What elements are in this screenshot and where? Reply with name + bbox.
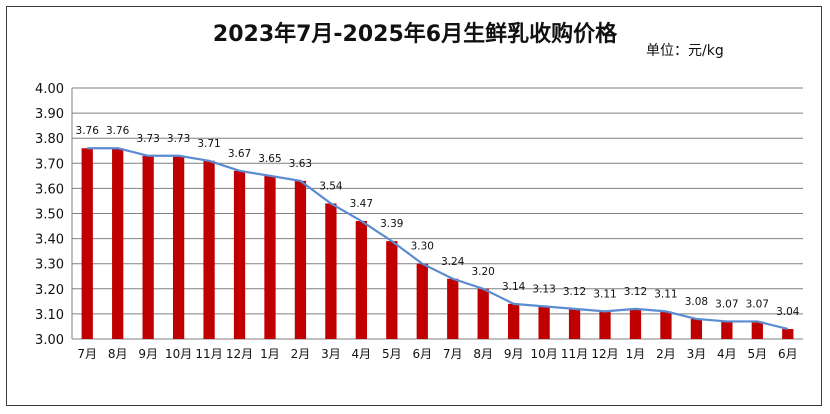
data-label: 3.07 — [715, 298, 738, 310]
x-tick-label: 6月 — [412, 347, 432, 361]
data-label: 3.73 — [167, 133, 190, 145]
x-tick-label: 5月 — [747, 347, 767, 361]
x-tick-label: 7月 — [77, 347, 97, 361]
bar — [721, 321, 733, 339]
y-tick-label: 3.10 — [35, 308, 64, 323]
data-label: 3.11 — [654, 288, 677, 300]
data-label: 3.04 — [776, 306, 800, 318]
bar — [751, 321, 763, 339]
bar — [325, 203, 337, 339]
y-tick-label: 3.30 — [35, 258, 64, 273]
data-label: 3.54 — [319, 180, 343, 192]
data-label: 3.14 — [502, 281, 526, 293]
x-tick-label: 2月 — [656, 347, 676, 361]
y-tick-label: 3.50 — [35, 208, 64, 223]
x-tick-label: 9月 — [504, 347, 524, 361]
bar — [142, 155, 154, 339]
y-axis: 3.00 3.10 3.20 3.30 3.40 3.50 3.60 3.70 3.80 3.90… — [35, 82, 64, 348]
data-label: 3.76 — [106, 125, 130, 137]
x-tick-label: 10月 — [165, 347, 192, 361]
bar — [629, 308, 642, 339]
x-tick-label: 12月 — [226, 347, 253, 361]
bar — [660, 311, 672, 339]
bar — [294, 180, 307, 339]
data-label: 3.67 — [228, 148, 251, 160]
x-tick-label: 8月 — [108, 347, 128, 361]
x-tick-label: 4月 — [352, 347, 372, 361]
bar — [264, 175, 276, 339]
bar — [386, 241, 398, 339]
data-label: 3.24 — [441, 256, 465, 268]
y-tick-label: 4.00 — [35, 82, 64, 97]
y-tick-label: 3.20 — [35, 283, 64, 298]
x-tick-label: 2月 — [291, 347, 311, 361]
data-label: 3.07 — [746, 298, 769, 310]
x-tick-label: 8月 — [473, 347, 493, 361]
bar — [782, 328, 794, 339]
data-label: 3.12 — [563, 286, 586, 298]
chart-title: 2023年7月-2025年6月生鲜乳收购价格 — [212, 22, 618, 47]
bar — [568, 308, 581, 339]
y-tick-label: 3.90 — [35, 107, 64, 122]
x-tick-label: 10月 — [530, 347, 557, 361]
data-label: 3.65 — [258, 153, 281, 165]
data-label: 3.76 — [76, 125, 100, 137]
trend-line-path — [87, 147, 789, 331]
bars — [81, 148, 794, 339]
x-tick-label: 6月 — [778, 347, 798, 361]
x-tick-label: 9月 — [138, 347, 158, 361]
y-tick-label: 3.60 — [35, 182, 64, 197]
x-tick-label: 1月 — [626, 347, 646, 361]
bar — [538, 306, 550, 339]
bar — [599, 311, 611, 339]
data-label: 3.30 — [411, 241, 434, 253]
bar — [233, 170, 246, 339]
x-tick-label: 3月 — [321, 347, 341, 361]
bar — [477, 288, 489, 339]
bar — [508, 303, 520, 339]
y-tick-label: 3.00 — [35, 333, 64, 348]
bar — [447, 278, 459, 339]
data-label: 3.39 — [380, 218, 403, 230]
bar — [81, 148, 93, 339]
x-tick-label: 12月 — [591, 347, 618, 361]
x-tick-label: 11月 — [561, 347, 588, 361]
data-label: 3.12 — [624, 286, 647, 298]
x-tick-label: 5月 — [382, 347, 402, 361]
data-label: 3.63 — [289, 158, 312, 170]
y-tick-label: 3.40 — [35, 233, 64, 248]
y-tick-label: 3.80 — [35, 132, 64, 147]
x-tick-label: 1月 — [260, 347, 280, 361]
y-tick-label: 3.70 — [35, 157, 64, 172]
bar — [203, 160, 215, 339]
gridlines — [71, 87, 803, 340]
x-tick-label: 7月 — [443, 347, 463, 361]
data-label: 3.73 — [136, 133, 159, 145]
trend-line — [87, 147, 789, 331]
data-label: 3.11 — [593, 288, 616, 300]
data-labels: 3.76 3.76 3.73 3.73 3.71 3.67 3.65 3.63 3.54 3.47… — [76, 125, 800, 318]
bar — [690, 318, 703, 339]
data-label: 3.20 — [471, 266, 494, 278]
x-tick-label: 11月 — [195, 347, 222, 361]
bar — [416, 263, 428, 339]
x-axis: 7月 8月 9月 10月 11月 12月 1月 2月 3月 4月 5月 6月 7月 8月 9月 10月 11月 1… — [77, 347, 797, 361]
data-label: 3.13 — [532, 283, 555, 295]
bar — [112, 148, 124, 339]
data-label: 3.71 — [197, 138, 220, 150]
unit-label: 单位：元/kg — [646, 43, 724, 59]
x-tick-label: 4月 — [717, 347, 737, 361]
bar — [355, 221, 367, 339]
data-label: 3.47 — [350, 198, 373, 210]
data-label: 3.08 — [685, 296, 708, 308]
bar — [172, 155, 185, 339]
x-tick-label: 3月 — [687, 347, 707, 361]
